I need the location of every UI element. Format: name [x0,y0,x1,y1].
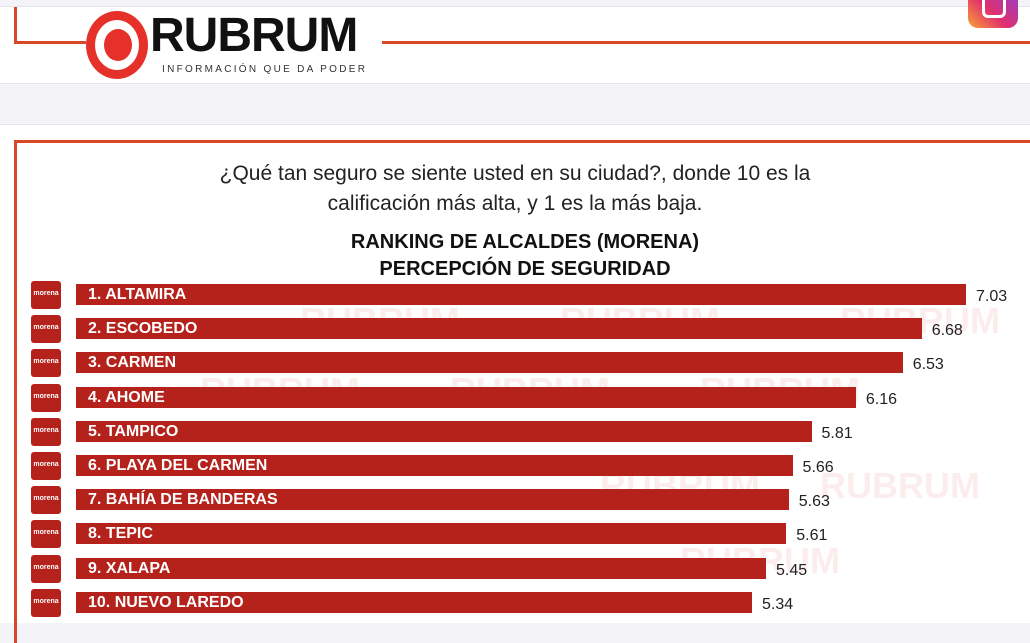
bar-label: 7. BAHÍA DE BANDERAS [88,491,278,509]
header-rule [14,7,17,41]
bar-label: 8. TEPIC [88,525,153,543]
morena-logo-icon: morena [31,281,61,309]
morena-logo-icon: morena [31,383,61,412]
bar-label: 3. CARMEN [88,354,177,372]
bar-label: 10. NUEVO LAREDO [88,593,244,611]
bar [76,284,966,305]
bar [76,523,787,545]
morena-logo-icon: morena [31,486,61,515]
value-label: 5.63 [798,493,830,511]
logo-text[interactable]: RUBRUM [150,9,358,62]
bar-label: 5. TAMPICO [88,422,179,440]
bar-label: 4. AHOME [88,388,165,406]
chart-title-2: PERCEPCIÓN DE SEGURIDAD [379,258,671,280]
logo-dot-icon [104,29,132,61]
bar [76,386,856,408]
bar-label: 1. ALTAMIRA [88,286,187,303]
chart-frame [14,140,1030,643]
value-label: 5.81 [821,424,853,442]
site-header: RUBRUM INFORMACIÓN QUE DA PODER [0,6,1030,84]
question-line-2: calificación más alta, y 1 es la más baj… [327,192,703,215]
morena-logo-icon: morena [31,520,61,549]
value-label: 6.68 [931,322,963,340]
morena-logo-icon: morena [31,588,61,617]
value-label: 6.53 [912,356,944,374]
header-rule [14,41,86,44]
chart-title-1: RANKING DE ALCALDES (MORENA) [350,231,700,253]
morena-logo-icon: morena [31,349,61,378]
morena-logo-icon: morena [31,554,61,583]
value-label: 5.34 [762,595,794,613]
logo-tagline: INFORMACIÓN QUE DA PODER [162,64,368,75]
value-label: 5.45 [775,561,808,579]
bar [76,489,789,511]
value-label: 5.61 [796,527,828,545]
watermark: RUBRUM [820,465,980,506]
instagram-icon[interactable] [968,0,1018,28]
value-label: 6.16 [865,390,897,408]
value-label: 5.66 [802,459,834,476]
morena-logo-icon: morena [31,417,61,446]
bar-label: 9. XALAPA [88,559,171,577]
question-line-1: ¿Qué tan seguro se siente usted en su ci… [219,162,811,185]
bar-label: 6. PLAYA DEL CARMEN [88,457,268,474]
morena-logo-icon: morena [31,452,61,480]
value-label: 7.03 [975,288,1008,305]
bar [76,352,903,374]
bar [76,420,812,442]
bar [76,591,753,613]
bar-label: 2. ESCOBEDO [88,320,198,338]
morena-logo-icon: morena [31,315,61,344]
bar [76,318,922,340]
header-rule [382,41,1030,44]
bar [76,455,793,476]
bar [76,557,766,579]
